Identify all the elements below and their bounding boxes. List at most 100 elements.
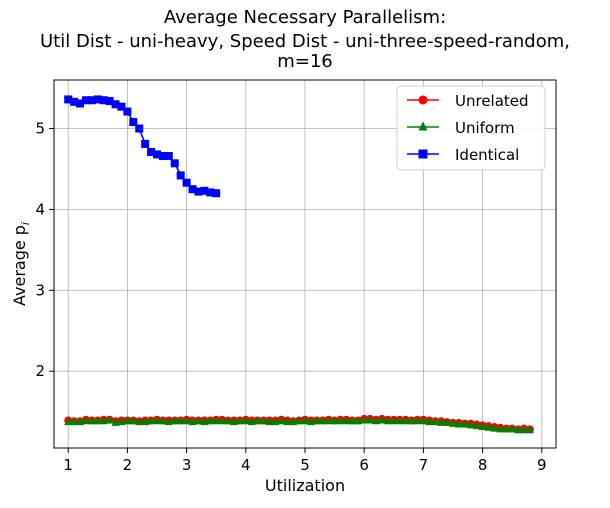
data-point-uniform <box>312 416 321 425</box>
axis-ticks: 1 2 3 4 5 6 7 8 9 2 3 4 5 <box>35 120 546 474</box>
data-point-uniform <box>377 415 386 424</box>
data-point-identical <box>200 186 209 195</box>
data-point-uniform <box>496 424 505 433</box>
x-tick-label: 9 <box>537 456 547 474</box>
data-point-uniform <box>395 416 404 425</box>
data-point-uniform <box>200 417 209 426</box>
data-point-uniform <box>135 417 144 426</box>
data-point-uniform <box>401 416 410 425</box>
data-point-uniform <box>224 416 233 425</box>
data-point-uniform <box>93 416 102 425</box>
data-point-uniform <box>437 417 446 426</box>
data-point-uniform <box>64 417 73 426</box>
y-tick-label: 4 <box>35 200 45 218</box>
x-tick-label: 1 <box>63 456 73 474</box>
data-point-uniform <box>431 417 440 426</box>
series-uniform <box>64 415 534 434</box>
legend-label-uniform: Uniform <box>455 119 515 137</box>
data-point-identical <box>81 96 90 105</box>
data-point-identical <box>212 189 221 198</box>
chart-title-line-3: m=16 <box>277 51 333 72</box>
series-layer <box>64 95 534 434</box>
data-point-uniform <box>520 425 529 434</box>
data-point-uniform <box>336 416 345 425</box>
data-point-uniform <box>342 416 351 425</box>
x-tick-label: 7 <box>419 456 429 474</box>
data-point-identical <box>135 124 144 133</box>
y-tick-label: 2 <box>35 362 45 380</box>
data-point-uniform <box>241 416 250 425</box>
x-axis-label: Utilization <box>265 476 345 495</box>
y-axis-label: Average pi <box>10 222 32 306</box>
data-point-uniform <box>164 417 173 426</box>
data-point-uniform <box>372 416 381 425</box>
data-point-identical <box>176 171 185 180</box>
data-point-uniform <box>454 419 463 428</box>
y-axis-label-main: Average p <box>10 225 29 306</box>
series-identical <box>64 95 221 198</box>
data-point-identical <box>182 178 191 187</box>
data-point-uniform <box>271 417 280 426</box>
data-point-uniform <box>490 423 499 432</box>
data-point-uniform <box>354 416 363 425</box>
data-point-uniform <box>460 419 469 428</box>
data-point-uniform <box>194 416 203 425</box>
data-point-uniform <box>478 421 487 430</box>
data-point-uniform <box>111 417 120 426</box>
data-point-identical <box>170 159 179 168</box>
data-point-uniform <box>301 416 309 425</box>
data-point-uniform <box>448 418 457 427</box>
y-tick-label: 5 <box>35 120 45 138</box>
data-point-uniform <box>330 416 339 425</box>
data-point-uniform <box>253 416 262 425</box>
legend-marker-identical <box>418 149 428 159</box>
data-point-uniform <box>235 416 244 425</box>
legend: Unrelated Uniform Identical <box>396 85 546 171</box>
x-tick-label: 8 <box>478 456 488 474</box>
data-point-identical <box>123 107 132 116</box>
data-point-uniform <box>76 417 85 426</box>
data-point-identical <box>111 100 120 109</box>
data-point-uniform <box>87 416 96 425</box>
data-point-uniform <box>508 424 517 433</box>
data-point-identical <box>194 187 203 196</box>
data-point-identical <box>93 95 102 104</box>
data-point-uniform <box>502 424 511 433</box>
data-point-uniform <box>141 417 150 426</box>
data-point-identical <box>141 139 150 148</box>
data-point-identical <box>129 118 138 127</box>
data-point-uniform <box>212 416 221 425</box>
data-point-uniform <box>466 420 475 429</box>
data-point-identical <box>206 188 215 197</box>
data-point-uniform <box>277 416 286 425</box>
x-tick-label: 3 <box>182 456 192 474</box>
data-point-identical <box>105 97 114 106</box>
chart-title-line-2: Util Dist - uni-heavy, Speed Dist - uni-… <box>40 31 570 52</box>
data-point-uniform <box>419 416 428 425</box>
data-point-uniform <box>188 417 197 426</box>
x-tick-label: 6 <box>359 456 369 474</box>
data-point-uniform <box>99 416 108 425</box>
y-axis-label-subscript: i <box>19 222 32 225</box>
data-point-uniform <box>218 416 227 425</box>
data-point-uniform <box>265 417 274 426</box>
data-point-uniform <box>70 417 79 426</box>
data-point-uniform <box>383 416 392 425</box>
data-point-identical <box>158 152 167 161</box>
data-point-uniform <box>324 416 333 425</box>
data-point-uniform <box>360 415 369 424</box>
legend-marker-unrelated <box>418 95 428 105</box>
data-point-identical <box>117 102 126 111</box>
data-point-uniform <box>105 415 114 424</box>
data-point-uniform <box>182 416 191 425</box>
legend-marker-uniform <box>418 121 428 131</box>
data-point-identical <box>70 97 79 106</box>
x-tick-label: 2 <box>123 456 133 474</box>
data-point-uniform <box>176 416 185 425</box>
data-point-uniform <box>153 416 162 425</box>
data-point-uniform <box>289 417 298 426</box>
data-point-identical <box>188 185 197 194</box>
data-point-uniform <box>206 416 215 425</box>
data-point-uniform <box>366 415 375 424</box>
